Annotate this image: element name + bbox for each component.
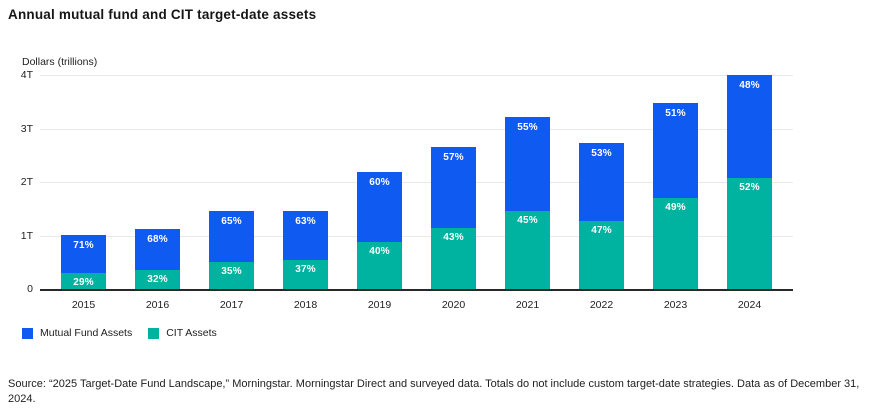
cit-share-label: 52% [739, 182, 760, 193]
mutual-fund-share-label: 53% [591, 148, 612, 159]
mutual-fund-segment: 68% [135, 229, 180, 270]
mutual-fund-share-label: 63% [295, 216, 316, 227]
legend-item: Mutual Fund Assets [22, 327, 132, 339]
y-tick-label: 1T [20, 229, 33, 242]
cit-share-label: 43% [443, 232, 464, 243]
gridline [40, 128, 793, 130]
mutual-fund-share-label: 65% [221, 216, 242, 227]
bar-group-2022: 53% 47% 2022 [579, 143, 624, 311]
x-axis-year-label: 2017 [219, 299, 244, 311]
x-axis-year-label: 2021 [515, 299, 540, 311]
cit-segment: 49% [653, 198, 698, 289]
bar-group-2021: 55% 45% 2021 [505, 117, 550, 311]
mutual-fund-segment: 65% [209, 211, 254, 262]
mutual-fund-segment: 55% [505, 117, 550, 211]
mutual-fund-share-label: 68% [147, 234, 168, 245]
bar-group-2023: 51% 49% 2023 [653, 103, 698, 311]
mutual-fund-share-label: 48% [739, 80, 760, 91]
legend-swatch-icon [22, 327, 33, 339]
cit-segment: 40% [357, 242, 402, 289]
bar-group-2018: 63% 37% 2018 [283, 211, 328, 311]
mutual-fund-share-label: 55% [517, 122, 538, 133]
cit-segment: 35% [209, 262, 254, 289]
mutual-fund-segment: 48% [727, 75, 772, 178]
mutual-fund-segment: 60% [357, 172, 402, 242]
x-axis-year-label: 2023 [663, 299, 688, 311]
bar-group-2024: 48% 52% 2024 [727, 75, 772, 311]
x-axis-year-label: 2015 [71, 299, 96, 311]
y-tick-label: 3T [20, 122, 33, 135]
cit-segment: 52% [727, 178, 772, 289]
mutual-fund-segment: 71% [61, 235, 106, 273]
plot-area: 71% 29% 2015 68% 32% 2016 65% 35% 2017 63% 37% 2018… [40, 75, 793, 311]
mutual-fund-share-label: 71% [73, 240, 94, 251]
cit-share-label: 29% [73, 277, 94, 288]
gridline [40, 75, 793, 76]
x-axis-year-label: 2019 [367, 299, 392, 311]
cit-share-label: 37% [295, 264, 316, 275]
cit-segment: 45% [505, 211, 550, 289]
cit-share-label: 47% [591, 225, 612, 236]
cit-segment: 47% [579, 221, 624, 289]
mutual-fund-share-label: 51% [665, 108, 686, 119]
cit-share-label: 35% [221, 266, 242, 277]
legend-swatch-icon [148, 327, 160, 339]
y-tick-label: 2T [20, 176, 33, 188]
bar-group-2016: 68% 32% 2016 [135, 229, 180, 311]
cit-share-label: 45% [517, 215, 538, 226]
mutual-fund-segment: 63% [283, 211, 328, 260]
x-axis-year-label: 2024 [737, 299, 762, 311]
cit-segment: 32% [135, 270, 180, 289]
mutual-fund-share-label: 57% [443, 152, 464, 163]
mutual-fund-segment: 53% [579, 143, 624, 221]
x-axis-year-label: 2016 [145, 299, 170, 311]
legend: Mutual Fund Assets CIT Assets [22, 327, 217, 339]
bars-container: 71% 29% 2015 68% 32% 2016 65% 35% 2017 63% 37% 2018… [40, 75, 793, 311]
gridline [40, 182, 793, 183]
bar-group-2015: 71% 29% 2015 [61, 235, 106, 311]
bar-group-2020: 57% 43% 2020 [431, 147, 476, 311]
y-tick-label: 4T [20, 69, 33, 81]
bar-group-2019: 60% 40% 2019 [357, 172, 402, 311]
mutual-fund-segment: 57% [431, 147, 476, 228]
legend-label: Mutual Fund Assets [40, 327, 133, 339]
y-axis-tick-labels: 0 1T 2T 3T 4T [0, 69, 33, 295]
legend-label: CIT Assets [166, 327, 217, 339]
x-axis-year-label: 2022 [589, 299, 614, 311]
mutual-fund-share-label: 60% [369, 177, 390, 188]
bar-group-2017: 65% 35% 2017 [209, 211, 254, 311]
cit-share-label: 40% [369, 246, 390, 257]
cit-segment: 37% [283, 260, 328, 289]
x-axis-year-label: 2018 [293, 299, 318, 311]
y-tick-label: 0 [27, 283, 33, 295]
cit-segment: 43% [431, 228, 476, 289]
cit-share-label: 32% [147, 274, 168, 285]
legend-item: CIT Assets [148, 327, 217, 339]
cit-segment: 29% [61, 273, 106, 289]
y-axis-unit-label: Dollars (trillions) [22, 56, 98, 68]
gridline [40, 235, 793, 237]
mutual-fund-segment: 51% [653, 103, 698, 198]
chart-title: Annual mutual fund and CIT target-date a… [8, 7, 317, 22]
source-note: Source: “2025 Target-Date Fund Landscape… [8, 378, 860, 405]
cit-share-label: 49% [665, 202, 686, 213]
x-axis-year-label: 2020 [441, 299, 466, 311]
